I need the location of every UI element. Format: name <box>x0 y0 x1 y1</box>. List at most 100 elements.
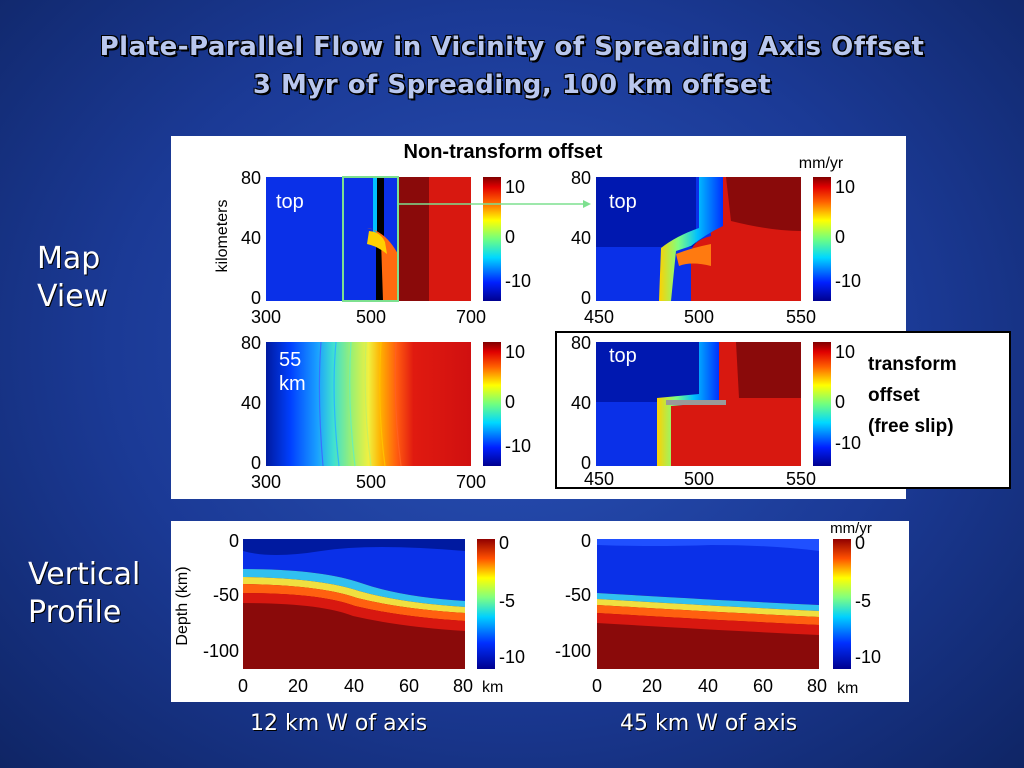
plot-d-cbar-neg10: -10 <box>835 433 861 453</box>
plot-b-xtick-550: 550 <box>786 307 816 327</box>
profile-right-xtick-60: 60 <box>753 676 773 696</box>
plot-b-ytick-0: 0 <box>581 288 591 308</box>
profile-left-xtick-80: 80 <box>453 676 473 696</box>
plot-d-ytick-40: 40 <box>571 393 591 413</box>
profile-right-xtick-80: 80 <box>807 676 827 696</box>
vertical-profile-panel: Depth (km) mm/yr 0 -50 -100 0 20 40 60 8… <box>171 520 909 702</box>
plot-b-xtick-500: 500 <box>684 307 714 327</box>
plot-c-ytick-80: 80 <box>241 333 261 353</box>
plot-55km: 55 km <box>266 341 471 467</box>
plot-b-ytick-80: 80 <box>571 168 591 188</box>
plot-d-xtick-550: 550 <box>786 469 816 489</box>
plot-a-xtick-700: 700 <box>456 307 486 327</box>
transform-overlay-line2: offset <box>868 380 920 411</box>
transform-overlay-line1: transform <box>868 349 957 380</box>
slide-title-line2: 3 Myr of Spreading, 100 km offset <box>252 70 772 100</box>
transform-label-overlay: transform offset (free slip) <box>868 349 957 442</box>
plot-a-cbar-0: 0 <box>505 227 515 247</box>
plot-d-top-label: top <box>609 345 637 367</box>
profile-left-ytick-0: 0 <box>229 531 239 551</box>
plot-d-ytick-80: 80 <box>571 333 591 353</box>
map-view-panel: Non-transform offset mm/yr kilometers to… <box>171 136 906 499</box>
plot-a-ytick-80: 80 <box>241 168 261 188</box>
profile-right-colorbar <box>833 539 851 669</box>
profile-left <box>243 539 465 669</box>
plot-a-xtick-300: 300 <box>251 307 281 327</box>
plot-b-cbar-0: 0 <box>835 227 845 247</box>
profile-left-cbar-0: 0 <box>499 533 509 553</box>
non-transform-title: Non-transform offset <box>404 141 603 163</box>
plot-c-cbar-10: 10 <box>505 342 525 362</box>
plot-b-cbar-neg10: -10 <box>835 271 861 291</box>
profile-left-xtick-60: 60 <box>399 676 419 696</box>
caption-right: 45 km W of axis <box>620 711 798 736</box>
plot-b-xtick-450: 450 <box>584 307 614 327</box>
map-view-label-line1: Map <box>37 241 101 276</box>
units-label-top: mm/yr <box>799 155 844 172</box>
vertical-profile-label: Vertical Profile <box>28 556 140 632</box>
kilometers-axis-label: kilometers <box>214 200 231 273</box>
profile-left-ytick-50: -50 <box>213 585 239 605</box>
plot-a-xtick-500: 500 <box>356 307 386 327</box>
profile-right-cbar-10: -10 <box>855 647 881 667</box>
plot-c-xtick-700: 700 <box>456 472 486 492</box>
plot-d-cbar-0: 0 <box>835 392 845 412</box>
slide-title-line1: Plate-Parallel Flow in Vicinity of Sprea… <box>99 32 925 62</box>
profile-right-cbar-0: 0 <box>855 533 865 553</box>
plot-c-xtick-300: 300 <box>251 472 281 492</box>
plot-c-cbar-0: 0 <box>505 392 515 412</box>
profile-right-xtick-40: 40 <box>698 676 718 696</box>
plot-top-zoom: top <box>596 177 801 301</box>
caption-left: 12 km W of axis <box>250 711 428 736</box>
plot-c-ytick-0: 0 <box>251 453 261 473</box>
profile-right-cbar-5: -5 <box>855 591 871 611</box>
plot-c-depth-value: 55 <box>279 349 301 371</box>
profile-right-xtick-0: 0 <box>592 676 602 696</box>
profile-right-ytick-0: 0 <box>581 531 591 551</box>
profile-left-cbar-5: -5 <box>499 591 515 611</box>
plot-c-xtick-500: 500 <box>356 472 386 492</box>
plot-d-xtick-450: 450 <box>584 469 614 489</box>
plot-a-cbar-10: 10 <box>505 177 525 197</box>
vertical-profile-figure: Depth (km) mm/yr 0 -50 -100 0 20 40 60 8… <box>174 520 881 697</box>
plot-a-cbar-neg10: -10 <box>505 271 531 291</box>
profile-left-xtick-0: 0 <box>238 676 248 696</box>
plot-d-cbar-10: 10 <box>835 342 855 362</box>
map-view-figure: Non-transform offset mm/yr kilometers to… <box>214 141 861 492</box>
profile-right-ytick-100: -100 <box>555 641 591 661</box>
profile-right-xtick-20: 20 <box>642 676 662 696</box>
profile-right-km-label: km <box>837 680 858 697</box>
profile-left-xtick-20: 20 <box>288 676 308 696</box>
plot-d-xtick-500: 500 <box>684 469 714 489</box>
plot-d-colorbar <box>813 342 831 466</box>
plot-transform: top <box>596 342 801 466</box>
vertical-profile-label-line2: Profile <box>28 595 122 630</box>
plot-top-wide: top <box>266 176 471 302</box>
profile-right <box>597 539 819 669</box>
map-view-label: Map View <box>37 240 108 316</box>
plot-a-top-label: top <box>276 191 304 213</box>
profile-left-xtick-40: 40 <box>344 676 364 696</box>
map-view-label-line2: View <box>37 279 109 314</box>
profile-left-km-label: km <box>482 679 503 696</box>
zoom-arrow-head <box>583 200 591 208</box>
profile-left-colorbar <box>477 539 495 669</box>
plot-b-colorbar <box>813 177 831 301</box>
profile-left-ytick-100: -100 <box>203 641 239 661</box>
profile-right-ytick-50: -50 <box>565 585 591 605</box>
profile-left-cbar-10: -10 <box>499 647 525 667</box>
plot-c-colorbar <box>483 342 501 466</box>
plot-c-cbar-neg10: -10 <box>505 436 531 456</box>
depth-axis-label: Depth (km) <box>174 566 191 645</box>
transform-overlay-line3: (free slip) <box>868 411 954 442</box>
plot-a-ytick-40: 40 <box>241 228 261 248</box>
plot-c-depth-unit: km <box>279 373 306 395</box>
plot-a-colorbar <box>483 177 501 301</box>
units-label-bottom: mm/yr <box>830 521 872 537</box>
plot-b-cbar-10: 10 <box>835 177 855 197</box>
plot-b-ytick-40: 40 <box>571 228 591 248</box>
vertical-profile-label-line1: Vertical <box>28 557 141 592</box>
transform-highlight-box <box>555 331 1011 489</box>
plot-a-ytick-0: 0 <box>251 288 261 308</box>
plot-d-ytick-0: 0 <box>581 453 591 473</box>
